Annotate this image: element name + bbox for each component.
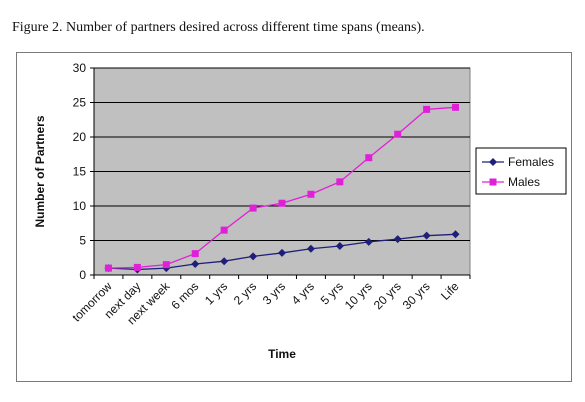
males-point [394, 130, 402, 138]
males-point [104, 264, 112, 272]
x-tick-label: 3 yrs [260, 279, 288, 307]
females-point [393, 235, 402, 244]
series-layer [104, 103, 460, 274]
legend: Females Males [475, 147, 567, 195]
legend-marker-females [489, 158, 497, 166]
y-tick-label: 5 [79, 234, 86, 248]
females-point [306, 244, 315, 253]
males-point [336, 178, 344, 186]
x-tick-label: 30 yrs [400, 279, 433, 312]
males-point [191, 250, 199, 258]
females-point [451, 230, 460, 239]
males-point [307, 190, 315, 198]
series-males [104, 103, 460, 272]
x-tick-label: 6 mos [168, 279, 201, 312]
females-point [191, 259, 200, 268]
males-point [423, 105, 431, 113]
legend-label-males: Males [508, 175, 540, 189]
x-tick-label: 1 yrs [202, 279, 230, 307]
females-point [220, 257, 229, 266]
y-tick-label: 15 [73, 165, 87, 179]
legend-box [475, 147, 567, 195]
y-tick-label: 10 [73, 199, 87, 213]
males-point [133, 263, 141, 271]
x-tick-label: 10 yrs [342, 279, 375, 312]
x-tick-label: 20 yrs [371, 279, 404, 312]
x-tick-label: Life [438, 279, 462, 303]
x-tick-label: 2 yrs [231, 279, 259, 307]
y-tick-label: 20 [73, 130, 87, 144]
legend-label-females: Females [508, 155, 554, 169]
x-axis-title: Time [268, 347, 296, 361]
males-point [220, 226, 228, 234]
x-tick-label: 4 yrs [289, 279, 317, 307]
y-axis-ticks: 0 5 10 15 20 25 30 [73, 61, 94, 282]
males-point [278, 199, 286, 207]
females-point [364, 237, 373, 246]
y-tick-label: 25 [73, 96, 87, 110]
y-tick-label: 30 [73, 61, 87, 75]
legend-marker-males [489, 178, 497, 186]
figure-caption: Figure 2. Number of partners desired acr… [12, 20, 425, 35]
males-point [452, 103, 460, 111]
females-point [335, 242, 344, 251]
females-point [278, 248, 286, 257]
y-tick-label: 0 [79, 268, 86, 282]
females-point [422, 231, 431, 240]
y-axis-title: Number of Partners [33, 115, 47, 227]
females-point [249, 252, 258, 261]
males-point [249, 204, 257, 212]
males-point [365, 154, 373, 162]
males-point [162, 261, 170, 269]
